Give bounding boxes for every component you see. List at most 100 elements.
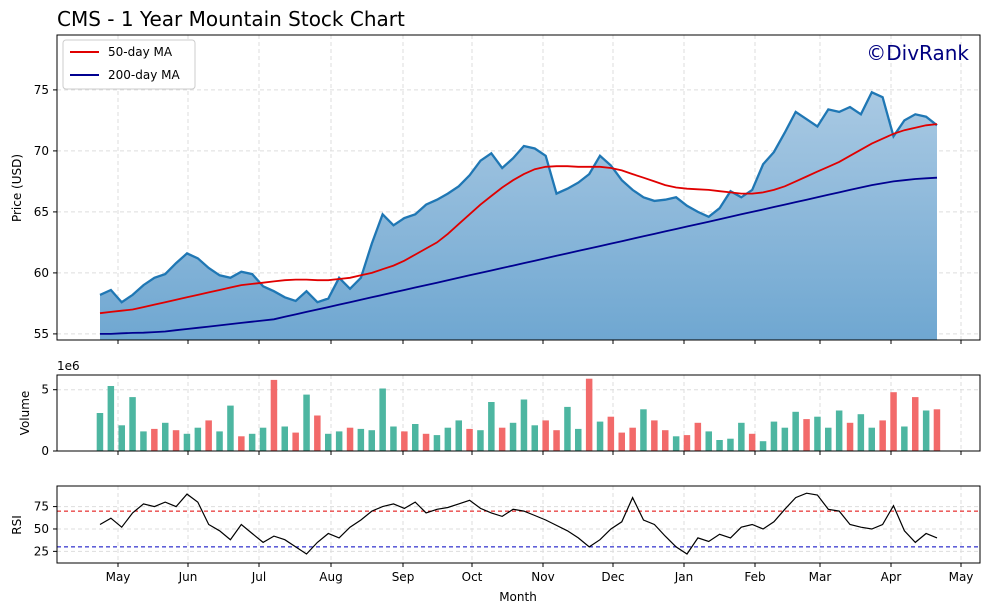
price-y-tick-label: 70	[34, 144, 49, 158]
volume-bar	[151, 428, 158, 451]
volume-bar	[498, 427, 506, 451]
volume-bar	[575, 428, 582, 451]
x-tick-label: May	[949, 570, 974, 584]
volume-bar	[248, 433, 256, 451]
x-tick-label: Feb	[744, 570, 765, 584]
volume-bar	[520, 399, 528, 451]
volume-bar	[857, 414, 865, 451]
volume-bar	[607, 416, 615, 451]
volume-bar	[390, 426, 397, 451]
legend: 50-day MA 200-day MA	[62, 39, 196, 90]
volume-bar	[585, 378, 593, 451]
volume-bar	[662, 430, 669, 451]
price-y-tick-label: 55	[34, 327, 49, 341]
volume-bar	[846, 422, 854, 451]
price-y-tick-label: 60	[34, 266, 49, 280]
x-tick-label: Mar	[809, 570, 832, 584]
price-panel: 55 60 65 70 75 Price (USD) ©DivRank 50-day M…	[10, 34, 981, 341]
volume-bar	[542, 420, 549, 451]
volume-bar	[118, 425, 125, 451]
volume-bar	[738, 422, 745, 451]
volume-bar	[412, 424, 419, 451]
volume-bar	[477, 430, 484, 451]
volume-bar	[433, 435, 441, 451]
volume-bar	[781, 427, 789, 451]
volume-bar	[792, 411, 799, 451]
x-tick-label: Apr	[881, 570, 902, 584]
volume-frame	[56, 374, 981, 452]
volume-bar	[325, 433, 332, 451]
volume-bar	[618, 432, 625, 451]
ma50-line	[99, 123, 938, 315]
x-axis-label: Month	[499, 590, 537, 604]
volume-bar	[835, 410, 843, 451]
x-tick-label: May	[106, 570, 131, 584]
rsi-y-label: RSI	[10, 515, 24, 535]
volume-bar	[705, 431, 712, 451]
rsi-line	[99, 492, 938, 555]
volume-bar	[205, 420, 212, 451]
price-y-ticks: 55 60 65 70 75	[34, 83, 57, 341]
volume-bar	[281, 426, 288, 451]
volume-scale: 1e6	[57, 359, 80, 373]
legend-ma200-label: 200-day MA	[108, 68, 180, 82]
volume-bar	[140, 431, 147, 451]
volume-bar	[553, 430, 560, 451]
volume-bar	[488, 402, 495, 451]
volume-panel: 05 1e6 Volume	[18, 359, 981, 458]
volume-bar	[803, 419, 810, 451]
volume-bar	[651, 420, 658, 451]
rsi-panel: 25 50 75 RSI	[10, 485, 981, 564]
x-tick-label: Jun	[178, 570, 198, 584]
volume-bar	[107, 386, 115, 451]
volume-bar	[183, 433, 191, 451]
volume-y-label: Volume	[18, 391, 32, 436]
volume-bar	[422, 433, 430, 451]
volume-bar	[640, 409, 647, 451]
price-y-tick-label: 65	[34, 205, 49, 219]
volume-bar	[879, 420, 886, 451]
volume-bar	[770, 421, 778, 451]
volume-bar	[596, 421, 604, 451]
x-tick-label: Aug	[319, 570, 342, 584]
volume-bar	[346, 427, 354, 451]
volume-bar	[683, 435, 691, 451]
volume-bar	[629, 427, 636, 451]
volume-bar	[531, 425, 538, 451]
volume-bar	[270, 379, 278, 451]
volume-bar	[303, 394, 310, 451]
volume-bar	[868, 427, 875, 451]
volume-bar	[509, 422, 517, 451]
rsi-grid	[57, 486, 980, 563]
volume-bar	[96, 413, 104, 451]
volume-y-tick-label: 0	[41, 444, 49, 458]
volume-bar	[238, 436, 245, 451]
volume-bar	[564, 406, 571, 451]
price-frame	[56, 34, 981, 341]
volume-bar	[455, 420, 462, 451]
volume-bar	[357, 428, 365, 451]
volume-bar	[314, 415, 321, 451]
x-tick-label: Jul	[251, 570, 266, 584]
volume-bar	[129, 397, 136, 451]
volume-bar	[368, 430, 375, 451]
volume-bar	[194, 427, 202, 451]
volume-bar	[162, 422, 169, 451]
rsi-y-tick-label: 75	[34, 500, 49, 514]
watermark: ©DivRank	[866, 41, 969, 65]
volume-bar	[216, 431, 223, 451]
ma200-line	[100, 176, 938, 335]
volume-bar	[694, 422, 702, 451]
volume-y-ticks: 05	[41, 383, 57, 458]
volume-bar	[890, 392, 897, 451]
rsi-y-ticks: 25 50 75	[34, 500, 57, 558]
x-tick-label: Oct	[462, 570, 483, 584]
x-tick-label: Jan	[674, 570, 694, 584]
volume-bar	[759, 441, 767, 451]
x-tick-label: Dec	[601, 570, 624, 584]
volume-bar	[901, 426, 908, 451]
rsi-frame	[56, 485, 981, 564]
volume-bar	[335, 431, 343, 451]
chart-title: CMS - 1 Year Mountain Stock Chart	[57, 7, 405, 31]
